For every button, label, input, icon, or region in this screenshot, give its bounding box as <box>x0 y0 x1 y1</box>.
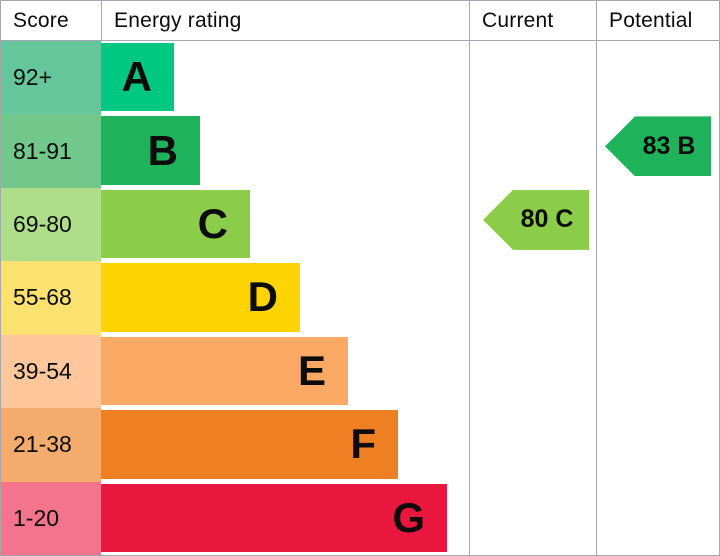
header-potential: Potential <box>596 1 719 41</box>
potential-cell-g <box>596 481 719 555</box>
band-c-score: 69-80 <box>1 187 101 262</box>
potential-cell-d <box>596 261 719 335</box>
current-cell-e <box>469 334 596 409</box>
header-current: Current <box>469 1 596 41</box>
band-d-track: D <box>101 261 469 335</box>
band-d-bar: D <box>101 263 300 332</box>
potential-cell-b: 83 B <box>596 114 719 188</box>
band-f-bar: F <box>101 410 398 479</box>
band-g-bar: G <box>101 483 447 552</box>
band-c-track: C <box>101 187 469 262</box>
band-a-score: 92+ <box>1 41 101 115</box>
band-b-bar: B <box>101 116 200 185</box>
band-e-bar: E <box>101 336 348 406</box>
band-d-score: 55-68 <box>1 261 101 335</box>
potential-cell-e <box>596 334 719 409</box>
band-g-score: 1-20 <box>1 481 101 555</box>
current-rating-arrow: 80 C <box>483 189 589 250</box>
band-f-score: 21-38 <box>1 408 101 482</box>
current-cell-g <box>469 481 596 555</box>
header-score: Score <box>1 1 101 41</box>
band-e-track: E <box>101 334 469 409</box>
band-e-score: 39-54 <box>1 334 101 409</box>
current-cell-d <box>469 261 596 335</box>
current-cell-b <box>469 114 596 188</box>
current-cell-a <box>469 41 596 115</box>
band-f-track: F <box>101 408 469 482</box>
potential-cell-f <box>596 408 719 482</box>
header-energy-rating: Energy rating <box>101 1 469 41</box>
band-b-score: 81-91 <box>1 114 101 188</box>
band-g-track: G <box>101 481 469 555</box>
potential-cell-c <box>596 187 719 262</box>
band-a-track: A <box>101 41 469 115</box>
current-cell-c: 80 C <box>469 187 596 262</box>
band-a-bar: A <box>101 43 174 112</box>
potential-cell-a <box>596 41 719 115</box>
current-cell-f <box>469 408 596 482</box>
band-b-track: B <box>101 114 469 188</box>
potential-rating-arrow: 83 B <box>605 116 711 177</box>
band-c-bar: C <box>101 189 250 259</box>
